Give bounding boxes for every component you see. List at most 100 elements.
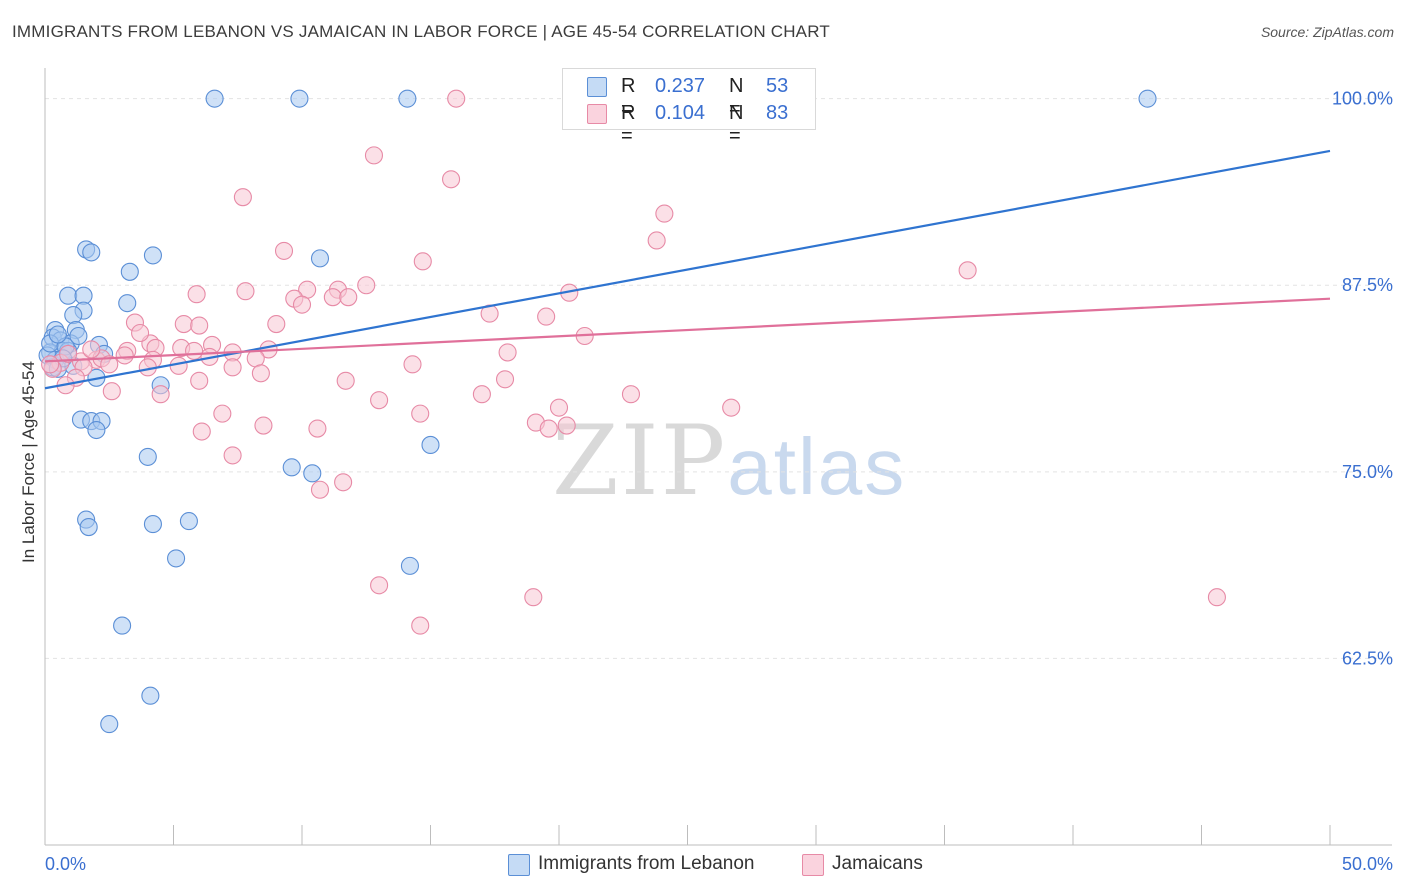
point-lebanon-41 bbox=[167, 549, 186, 568]
legend-swatch-lebanon bbox=[508, 854, 530, 876]
point-jamaicans-17 bbox=[323, 288, 342, 307]
point-jamaicans-57 bbox=[472, 385, 491, 404]
point-lebanon-7 bbox=[310, 249, 330, 268]
point-jamaicans-58 bbox=[621, 385, 641, 404]
point-lebanon-9 bbox=[59, 286, 78, 305]
point-lebanon-34 bbox=[138, 447, 157, 466]
series-legend: Immigrants from Lebanon Jamaicans bbox=[0, 852, 1406, 878]
point-jamaicans-53 bbox=[495, 370, 515, 389]
point-lebanon-38 bbox=[79, 518, 98, 537]
point-jamaicans-23 bbox=[174, 315, 193, 334]
point-lebanon-32 bbox=[87, 420, 106, 440]
point-lebanon-35 bbox=[282, 458, 301, 477]
point-jamaicans-74 bbox=[524, 588, 543, 607]
point-lebanon-44 bbox=[141, 686, 160, 705]
y-axis-title: In Labor Force | Age 45-54 bbox=[19, 361, 38, 563]
x-tick-label-end: 50.0% bbox=[1342, 854, 1393, 874]
tick-labels: 62.5% 75.0% 87.5% 100.0% 0.0% 50.0% In Labor F… bbox=[19, 89, 1393, 874]
point-lebanon-36 bbox=[303, 464, 322, 483]
point-jamaicans-65 bbox=[308, 419, 327, 438]
point-lebanon-8 bbox=[120, 262, 139, 281]
point-lebanon-40 bbox=[179, 512, 198, 531]
point-jamaicans-7 bbox=[274, 241, 294, 260]
point-jamaicans-75 bbox=[1207, 588, 1226, 607]
point-jamaicans-55 bbox=[102, 382, 121, 401]
point-lebanon-42 bbox=[400, 556, 419, 575]
y-tick-label-100: 100.0% bbox=[1332, 89, 1393, 109]
legend-r-value: 0.237 bbox=[655, 75, 706, 97]
point-jamaicans-2 bbox=[364, 146, 384, 165]
point-jamaicans-6 bbox=[647, 231, 666, 250]
point-jamaicans-0 bbox=[447, 89, 466, 108]
point-jamaicans-72 bbox=[310, 480, 330, 499]
source-label: Source: ZipAtlas.com bbox=[1260, 24, 1394, 40]
watermark-atlas: atlas bbox=[727, 422, 907, 511]
point-jamaicans-21 bbox=[537, 307, 556, 326]
point-jamaicans-61 bbox=[722, 398, 741, 417]
point-jamaicans-56 bbox=[151, 385, 170, 404]
point-lebanon-0 bbox=[205, 89, 224, 108]
point-jamaicans-35 bbox=[115, 346, 134, 365]
point-jamaicans-76 bbox=[411, 616, 430, 635]
point-jamaicans-19 bbox=[339, 288, 358, 307]
point-jamaicans-68 bbox=[557, 416, 576, 435]
point-jamaicans-79 bbox=[82, 340, 101, 359]
point-jamaicans-48 bbox=[403, 355, 422, 374]
point-lebanon-2 bbox=[398, 89, 417, 108]
point-jamaicans-81 bbox=[131, 323, 150, 343]
point-jamaicans-59 bbox=[370, 391, 389, 410]
point-jamaicans-80 bbox=[100, 355, 119, 374]
y-tick-label-62.5: 62.5% bbox=[1342, 648, 1393, 668]
stats-legend: R = 0.237 N = 53 R = 0.104 N = 83 bbox=[562, 68, 816, 147]
point-jamaicans-25 bbox=[267, 315, 286, 334]
legend-label-jamaicans: Jamaicans bbox=[832, 853, 923, 874]
point-jamaicans-62 bbox=[411, 404, 430, 423]
point-jamaicans-71 bbox=[334, 473, 353, 492]
legend-r-label: R = bbox=[621, 102, 636, 147]
point-jamaicans-10 bbox=[357, 276, 376, 295]
data-points bbox=[38, 89, 1226, 734]
point-jamaicans-70 bbox=[223, 446, 242, 465]
point-lebanon-50 bbox=[69, 326, 88, 346]
point-jamaicans-33 bbox=[498, 343, 517, 362]
legend-swatch-jamaicans bbox=[587, 104, 607, 124]
point-lebanon-49 bbox=[48, 325, 67, 344]
legend-swatch-lebanon bbox=[587, 77, 607, 97]
trend-lines bbox=[44, 149, 1331, 390]
legend-r-label: R = bbox=[621, 75, 636, 120]
point-lebanon-39 bbox=[143, 515, 162, 534]
point-jamaicans-11 bbox=[236, 282, 255, 301]
point-jamaicans-47 bbox=[223, 358, 242, 377]
y-tick-label-87.5: 87.5% bbox=[1342, 275, 1393, 295]
trend-line-lebanon bbox=[44, 149, 1331, 390]
point-jamaicans-49 bbox=[251, 364, 270, 383]
point-lebanon-5 bbox=[82, 243, 101, 262]
point-jamaicans-18 bbox=[292, 295, 312, 314]
point-lebanon-13 bbox=[64, 306, 83, 325]
point-jamaicans-64 bbox=[254, 416, 273, 435]
x-tick-label-start: 0.0% bbox=[45, 854, 86, 874]
legend-r-value: 0.104 bbox=[655, 102, 706, 124]
point-jamaicans-46 bbox=[169, 356, 188, 375]
legend-n-label: N = bbox=[729, 75, 744, 120]
point-jamaicans-60 bbox=[549, 398, 569, 417]
point-lebanon-43 bbox=[113, 616, 132, 635]
legend-swatch-jamaicans bbox=[802, 854, 824, 876]
point-jamaicans-78 bbox=[59, 344, 78, 363]
legend-n-label: N = bbox=[729, 102, 744, 147]
point-lebanon-11 bbox=[118, 294, 137, 313]
point-jamaicans-73 bbox=[370, 576, 389, 595]
point-jamaicans-63 bbox=[213, 404, 232, 423]
point-jamaicans-3 bbox=[442, 170, 461, 189]
point-lebanon-45 bbox=[100, 715, 119, 734]
point-lebanon-6 bbox=[143, 246, 162, 265]
gridlines bbox=[45, 98, 1392, 659]
watermark: ZIPatlas bbox=[552, 405, 906, 517]
axes bbox=[44, 68, 1392, 846]
point-jamaicans-8 bbox=[413, 252, 432, 271]
watermark-zip: ZIP bbox=[552, 405, 728, 517]
point-jamaicans-5 bbox=[655, 204, 674, 223]
point-jamaicans-54 bbox=[190, 371, 209, 390]
point-jamaicans-15 bbox=[187, 285, 206, 304]
